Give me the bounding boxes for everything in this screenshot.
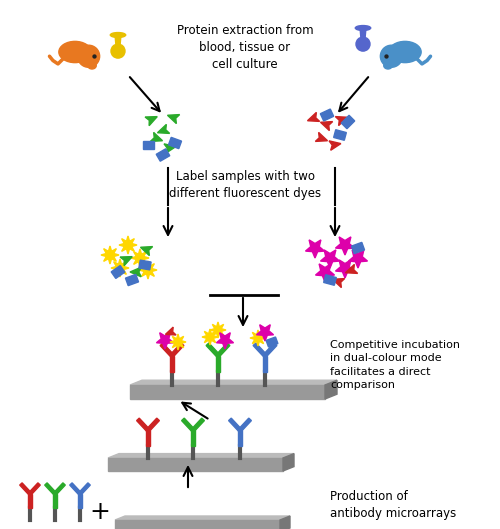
Polygon shape <box>145 116 158 126</box>
Ellipse shape <box>389 41 421 62</box>
Polygon shape <box>115 37 121 45</box>
Polygon shape <box>54 494 56 508</box>
Polygon shape <box>308 112 320 122</box>
Polygon shape <box>346 264 358 273</box>
Circle shape <box>380 45 402 67</box>
Polygon shape <box>111 259 129 277</box>
Ellipse shape <box>88 62 96 69</box>
Polygon shape <box>44 483 56 495</box>
Polygon shape <box>170 334 186 350</box>
Polygon shape <box>182 418 194 431</box>
Polygon shape <box>325 380 337 399</box>
Polygon shape <box>131 249 149 267</box>
Polygon shape <box>29 483 40 495</box>
Polygon shape <box>316 132 328 141</box>
Polygon shape <box>336 237 354 255</box>
Polygon shape <box>136 418 149 431</box>
Polygon shape <box>320 109 334 121</box>
Polygon shape <box>146 418 160 431</box>
Polygon shape <box>352 242 364 253</box>
Polygon shape <box>126 275 138 286</box>
Ellipse shape <box>110 33 126 38</box>
Polygon shape <box>70 483 81 495</box>
Polygon shape <box>263 355 267 372</box>
Polygon shape <box>168 138 181 149</box>
Text: Competitive incubation
in dual-colour mode
facilitates a direct
comparison: Competitive incubation in dual-colour mo… <box>330 340 460 390</box>
Polygon shape <box>79 483 90 495</box>
Polygon shape <box>156 333 174 349</box>
Circle shape <box>111 44 125 58</box>
Polygon shape <box>130 380 337 385</box>
Polygon shape <box>264 343 277 357</box>
Polygon shape <box>115 516 290 520</box>
Text: Label samples with two
different fluorescent dyes: Label samples with two different fluores… <box>169 170 321 200</box>
Polygon shape <box>130 385 325 399</box>
Polygon shape <box>216 355 220 372</box>
Polygon shape <box>168 115 179 124</box>
Polygon shape <box>210 322 226 338</box>
Polygon shape <box>170 355 174 372</box>
Polygon shape <box>216 343 230 357</box>
Polygon shape <box>130 267 141 277</box>
Polygon shape <box>320 122 332 131</box>
Polygon shape <box>146 430 150 446</box>
Polygon shape <box>150 132 162 141</box>
Polygon shape <box>334 130 346 140</box>
Polygon shape <box>111 266 125 278</box>
Polygon shape <box>336 260 354 278</box>
Polygon shape <box>250 330 266 346</box>
Polygon shape <box>238 430 242 446</box>
Polygon shape <box>332 279 344 288</box>
Polygon shape <box>164 144 176 153</box>
Text: +: + <box>90 500 110 524</box>
Polygon shape <box>160 343 173 357</box>
Polygon shape <box>206 343 220 357</box>
Polygon shape <box>119 236 137 254</box>
Polygon shape <box>170 343 184 357</box>
Polygon shape <box>28 494 32 508</box>
Polygon shape <box>191 430 195 446</box>
Polygon shape <box>253 343 266 357</box>
Text: Protein extraction from
blood, tissue or
cell culture: Protein extraction from blood, tissue or… <box>176 24 314 71</box>
Polygon shape <box>78 494 82 508</box>
Ellipse shape <box>59 41 91 62</box>
Text: Production of
antibody microarrays: Production of antibody microarrays <box>330 490 456 520</box>
Polygon shape <box>108 453 294 458</box>
Polygon shape <box>280 516 290 529</box>
Polygon shape <box>306 240 324 258</box>
Polygon shape <box>115 520 280 529</box>
Polygon shape <box>348 250 368 268</box>
Ellipse shape <box>384 62 392 69</box>
Polygon shape <box>101 246 119 264</box>
Polygon shape <box>139 260 151 270</box>
Polygon shape <box>266 337 278 347</box>
Polygon shape <box>320 250 340 268</box>
Polygon shape <box>139 261 157 279</box>
Polygon shape <box>256 325 274 341</box>
Polygon shape <box>202 329 218 345</box>
Polygon shape <box>20 483 31 495</box>
Polygon shape <box>329 141 341 150</box>
Polygon shape <box>108 458 283 471</box>
Polygon shape <box>166 327 176 335</box>
Polygon shape <box>216 333 234 349</box>
Polygon shape <box>324 275 336 285</box>
Polygon shape <box>336 116 347 125</box>
Polygon shape <box>192 418 204 431</box>
Polygon shape <box>342 115 354 129</box>
Polygon shape <box>140 247 152 256</box>
Polygon shape <box>316 264 334 282</box>
Polygon shape <box>228 418 241 431</box>
Circle shape <box>78 45 100 67</box>
Polygon shape <box>158 124 170 133</box>
Polygon shape <box>156 149 170 161</box>
Circle shape <box>356 37 370 51</box>
Polygon shape <box>360 30 366 38</box>
Ellipse shape <box>356 25 370 31</box>
Polygon shape <box>54 483 66 495</box>
Polygon shape <box>120 257 132 266</box>
Polygon shape <box>238 418 252 431</box>
Polygon shape <box>283 453 294 471</box>
Polygon shape <box>142 141 154 149</box>
